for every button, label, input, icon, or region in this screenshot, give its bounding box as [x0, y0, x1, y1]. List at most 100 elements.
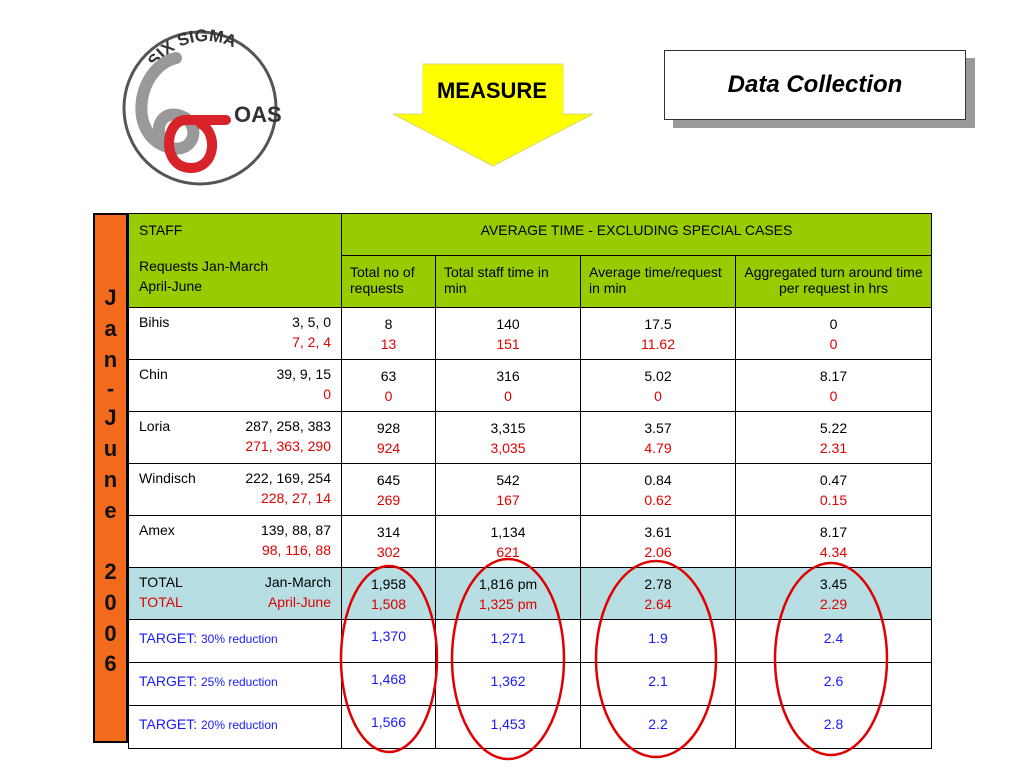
value-a: 8.17	[819, 524, 848, 540]
value-a: 314	[376, 524, 401, 540]
target-row: TARGET: 30% reduction 1,370 1,271 1.9 2.…	[128, 619, 932, 663]
value-b: 0	[384, 388, 393, 404]
target-value: 2.1	[580, 662, 736, 706]
value-a: 63	[380, 368, 397, 384]
total-label-2: TOTAL	[139, 594, 183, 610]
side-bar-letter: u	[103, 436, 118, 461]
target-value: 1,362	[435, 662, 581, 706]
value-b: 2.31	[819, 440, 848, 456]
value-b: 0	[504, 388, 512, 404]
total-value-a: 2.78	[644, 576, 672, 592]
col-header-staff-time: Total staff time in min	[435, 255, 581, 308]
value-b: 621	[496, 544, 520, 560]
value-b: 0.62	[644, 492, 672, 508]
target-value: 1,271	[435, 619, 581, 663]
total-value-b: 1,325 pm	[478, 596, 538, 612]
total-value-b: 2.29	[819, 596, 848, 612]
side-bar-letter: 2	[104, 559, 117, 584]
table-row: Amex 139, 88, 87 98, 116, 88 314 302 1,13…	[128, 515, 932, 568]
value-b: 0	[829, 388, 838, 404]
value-a: 17.5	[644, 316, 672, 332]
total-row: TOTAL Jan-March TOTAL April-June 1,958 1,…	[128, 567, 932, 620]
value-b: 302	[376, 544, 401, 560]
value-a: 542	[496, 472, 520, 488]
target-pct: 30% reduction	[200, 632, 278, 646]
value-b: 167	[496, 492, 520, 508]
target-label: TARGET:	[139, 630, 198, 646]
side-bar-letter: -	[106, 376, 115, 401]
six-sigma-oas-logo: SIX SIGMA OAS	[122, 28, 282, 186]
value-b: 0	[654, 388, 662, 404]
target-pct: 25% reduction	[200, 675, 278, 689]
staff-name: Windisch	[139, 470, 196, 486]
side-bar-letter: n	[103, 347, 118, 372]
staff-name: Amex	[139, 522, 175, 538]
target-value: 2.4	[735, 619, 932, 663]
requests-q1: 287, 258, 383	[245, 418, 331, 434]
target-value: 1,566	[341, 705, 436, 749]
table-row: Bihis 3, 5, 0 7, 2, 4 8 13 140 151 17.5 11.…	[128, 307, 932, 360]
requests-q1: 39, 9, 15	[276, 366, 332, 382]
requests-q2: 98, 116, 88	[261, 542, 331, 558]
total-value-a: 1,816 pm	[478, 576, 538, 592]
target-value: 2.8	[735, 705, 932, 749]
target-label: TARGET:	[139, 716, 198, 732]
value-a: 8	[384, 316, 393, 332]
requests-q2: 271, 363, 290	[245, 438, 331, 454]
target-label-cell: TARGET: 25% reduction	[128, 662, 342, 706]
value-b: 4.79	[644, 440, 672, 456]
total-label-1: TOTAL	[139, 574, 183, 590]
target-row: TARGET: 25% reduction 1,468 1,362 2.1 2.…	[128, 662, 932, 706]
target-label: TARGET:	[139, 673, 198, 689]
value-a: 3,315	[490, 420, 526, 436]
col-header-turnaround: Aggregated turn around time per request …	[735, 255, 932, 308]
value-a: 0.47	[819, 472, 848, 488]
side-bar-letter: e	[104, 498, 117, 523]
value-b: 151	[496, 336, 520, 352]
value-b: 0.15	[819, 492, 848, 508]
measure-label: MEASURE	[436, 78, 547, 103]
staff-header-cell: STAFF Requests Jan-March April-June	[128, 213, 342, 308]
side-bar-letter: J	[104, 405, 117, 430]
total-value-b: 1,508	[370, 596, 407, 612]
staff-name: Chin	[139, 366, 168, 382]
side-bar-letter: 0	[104, 621, 117, 646]
title-box: Data Collection	[664, 50, 966, 120]
measure-arrow-icon	[393, 63, 593, 167]
target-value: 2.2	[580, 705, 736, 749]
table-row: Windisch 222, 169, 254 228, 27, 14 645 26…	[128, 463, 932, 516]
value-a: 3.61	[644, 524, 672, 540]
target-row: TARGET: 20% reduction 1,566 1,453 2.2 2.…	[128, 705, 932, 749]
target-label-cell: TARGET: 20% reduction	[128, 705, 342, 749]
value-b: 13	[380, 336, 397, 352]
value-a: 0	[829, 316, 838, 332]
col-header-avg-time: Average time/request in min	[580, 255, 736, 308]
total-label-cell: TOTAL Jan-March TOTAL April-June	[128, 567, 342, 620]
staff-cell: Windisch 222, 169, 254 228, 27, 14	[128, 463, 342, 516]
value-a: 5.22	[819, 420, 848, 436]
requests-q2: 0	[323, 386, 331, 402]
value-a: 0.84	[644, 472, 672, 488]
side-bar-letter: a	[104, 316, 117, 341]
staff-name: Loria	[139, 418, 171, 434]
table-row: Chin 39, 9, 15 0 63 0 316 0 5.02 0 8.17 0	[128, 359, 932, 412]
value-a: 928	[376, 420, 401, 436]
target-value: 1,453	[435, 705, 581, 749]
value-a: 645	[376, 472, 401, 488]
side-bar-letter: n	[103, 467, 118, 492]
value-a: 140	[496, 316, 520, 332]
requests-q1: 222, 169, 254	[245, 470, 331, 486]
value-a: 3.57	[644, 420, 672, 436]
total-value-a: 3.45	[819, 576, 848, 592]
total-value-b: 2.64	[644, 596, 672, 612]
target-label-cell: TARGET: 30% reduction	[128, 619, 342, 663]
side-bar-letter: J	[104, 285, 117, 310]
requests-q1: 3, 5, 0	[292, 314, 331, 330]
total-period-1: Jan-March	[264, 574, 331, 590]
requests-q2: 228, 27, 14	[260, 490, 331, 506]
side-bar-letter: 6	[104, 651, 117, 676]
side-bar-letter: 0	[104, 590, 117, 615]
staff-cell: Loria 287, 258, 383 271, 363, 290	[128, 411, 342, 464]
value-a: 1,134	[490, 524, 526, 540]
